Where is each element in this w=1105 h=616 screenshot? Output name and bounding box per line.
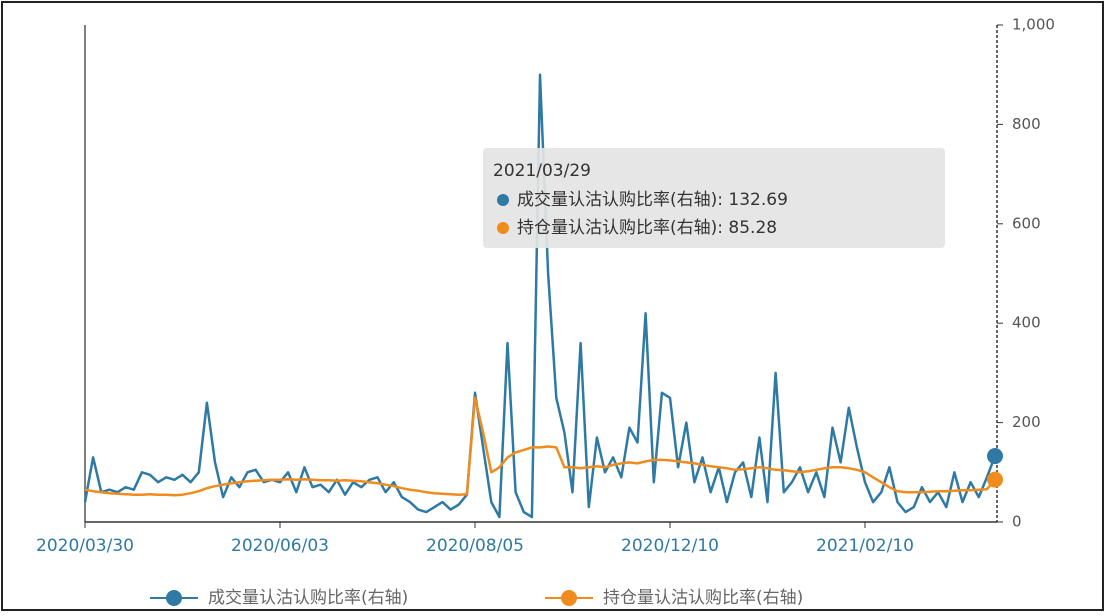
series-line (84, 396, 996, 497)
tooltip-separator: : (717, 190, 728, 210)
x-tick-label: 2020/06/03 (231, 536, 329, 556)
tooltip-name: 成交量认沽认购比率(右轴) (517, 190, 717, 210)
legend-label: 成交量认沽认购比率(右轴) (208, 588, 408, 608)
tooltip-value: 85.28 (728, 218, 777, 238)
tooltip-name: 持仓量认沽认购比率(右轴) (517, 218, 717, 238)
y-tick-label: 800 (1012, 115, 1041, 133)
tooltip-marker (497, 222, 509, 234)
x-tick-label: 2021/02/10 (816, 536, 914, 556)
legend-marker (166, 590, 182, 606)
end-point (987, 471, 1003, 488)
tooltip-separator: : (717, 218, 728, 238)
tooltip-item: 持仓量认沽认购比率(右轴): 85.28 (517, 218, 777, 238)
y-tick-label: 200 (1012, 413, 1041, 431)
tooltip-item: 成交量认沽认购比率(右轴): 132.69 (517, 190, 788, 210)
tooltip-box (483, 148, 945, 248)
y-tick-label: 1,000 (1012, 16, 1055, 34)
y-tick-label: 0 (1012, 513, 1022, 531)
tooltip-marker (497, 194, 509, 206)
series-line (83, 73, 997, 519)
tooltip-title: 2021/03/29 (493, 161, 591, 181)
end-point (987, 448, 1003, 465)
x-tick-label: 2020/08/05 (426, 536, 524, 556)
y-tick-label: 400 (1012, 314, 1041, 332)
x-tick-label: 2020/12/10 (621, 536, 719, 556)
y-tick-label: 600 (1012, 214, 1041, 232)
legend-marker (561, 590, 577, 606)
legend-label: 持仓量认沽认购比率(右轴) (603, 588, 803, 608)
x-tick-label: 2020/03/30 (36, 536, 134, 556)
tooltip: 2021/03/29 成交量认沽认购比率(右轴): 132.69 持仓量认沽认购比… (483, 148, 945, 248)
tooltip-value: 132.69 (728, 190, 787, 210)
